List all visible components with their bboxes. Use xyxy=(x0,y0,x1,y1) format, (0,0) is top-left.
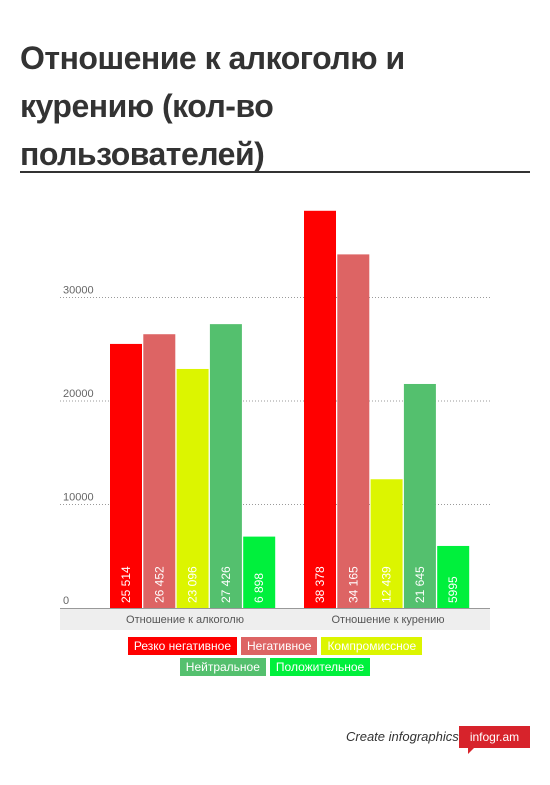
legend-item-3[interactable]: Компромиссное xyxy=(321,637,423,655)
bar-1-4 xyxy=(209,324,242,608)
bar-value-label-1-5: 6 898 xyxy=(252,573,266,603)
y-tick-label-30000: 30000 xyxy=(63,285,94,297)
y-tick-label-20000: 20000 xyxy=(63,388,94,400)
infogram-logo-badge[interactable]: infogr.am xyxy=(459,726,530,748)
chart-title: Отношение к алкоголю и курению (кол-во п… xyxy=(20,40,405,172)
category-label-1: Отношение к алкоголю xyxy=(126,614,244,626)
x-axis-band xyxy=(60,609,490,630)
bar-chart: 0 10000 20000 30000 25 514 26 452 23 096 27 426… xyxy=(60,210,490,630)
create-infographics-link[interactable]: Create infographics xyxy=(346,729,459,744)
bar-value-label-2-2: 34 165 xyxy=(346,566,360,603)
bar-value-label-1-1: 25 514 xyxy=(119,566,133,603)
legend-item-4[interactable]: Нейтральное xyxy=(179,658,266,676)
bar-value-label-2-5: 5995 xyxy=(446,576,460,603)
bar-2-5 xyxy=(437,545,470,608)
y-tick-label-0: 0 xyxy=(63,595,69,607)
bar-value-label-1-4: 27 426 xyxy=(219,566,233,603)
legend-row-1: Резко негативное Негативное Компромиссное xyxy=(60,637,490,655)
bar-2-1 xyxy=(304,210,336,608)
bar-value-label-2-1: 38 378 xyxy=(313,566,327,603)
bar-1-1 xyxy=(110,343,142,608)
legend-row-2: Нейтральное Положительное xyxy=(60,658,490,676)
bar-1-5 xyxy=(243,536,276,608)
bar-value-label-1-2: 26 452 xyxy=(152,566,166,603)
bar-value-label-2-3: 12 439 xyxy=(380,566,394,603)
legend-item-1[interactable]: Резко негативное xyxy=(127,637,238,655)
bar-2-4 xyxy=(403,383,436,608)
legend-item-2[interactable]: Негативное xyxy=(241,637,318,655)
chart-legend: Резко негативное Негативное Компромиссное … xyxy=(60,637,490,679)
y-tick-label-10000: 10000 xyxy=(63,492,94,504)
category-label-2: Отношение к курению xyxy=(331,614,444,626)
bar-value-label-1-3: 23 096 xyxy=(186,566,200,603)
bar-1-3 xyxy=(176,368,209,608)
legend-item-5[interactable]: Положительное xyxy=(269,658,371,676)
bar-value-label-2-4: 21 645 xyxy=(413,566,427,603)
title-divider xyxy=(20,171,530,173)
bar-1-2 xyxy=(143,334,176,608)
badge-tail-icon xyxy=(468,748,474,754)
bar-2-2 xyxy=(337,254,370,608)
bar-2-3 xyxy=(370,479,403,608)
